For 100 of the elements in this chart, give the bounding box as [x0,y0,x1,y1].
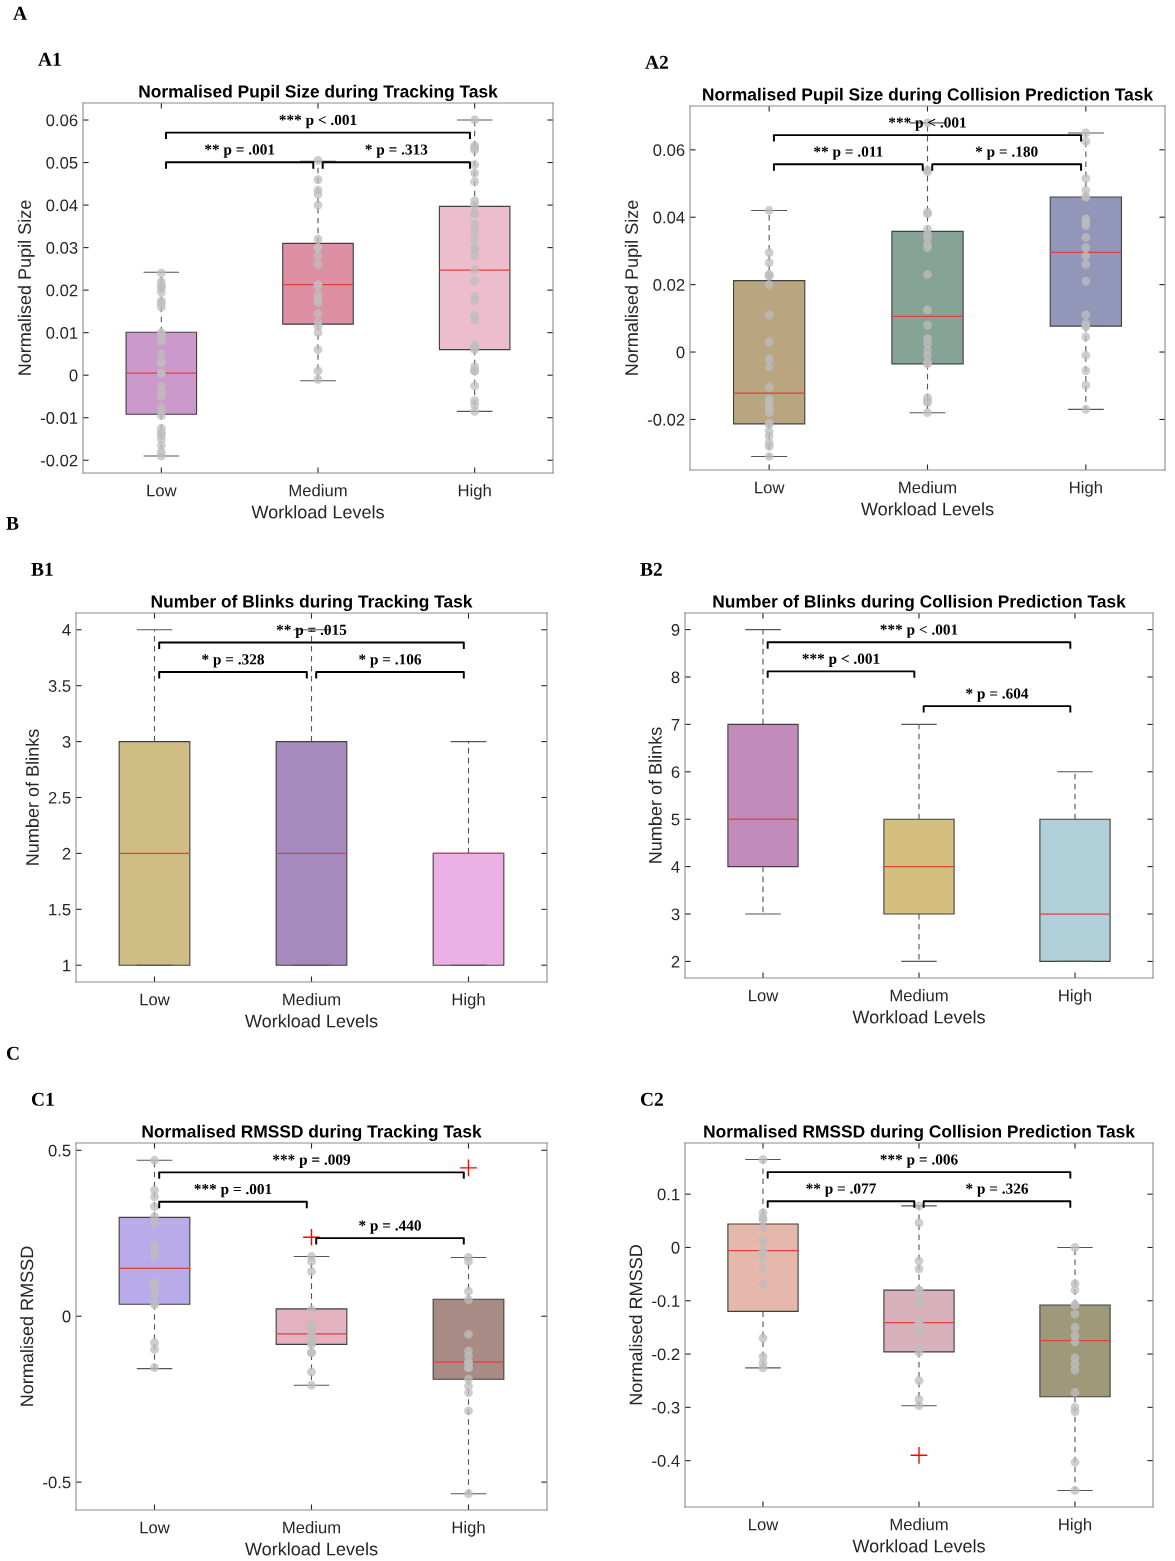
y-axis-title: Normalised Pupil Size [17,200,35,375]
annotation: * p = .180 [975,146,1038,160]
x-tick-label: Medium [890,989,948,1002]
y-axis-title: Normalised Pupil Size [624,200,642,375]
y-tick-label: 0 [676,346,685,359]
y-tick-label: -0.4 [652,1455,680,1467]
y-axis-title: Number of Blinks [25,729,39,865]
annotation: *** p = .001 [194,1183,272,1198]
y-tick-label: 4 [62,624,71,636]
x-axis-title: Workload Levels [852,1539,985,1553]
chart-title: Normalised RMSSD during Collision Prediction Task [704,1124,1135,1142]
x-tick-label: High [452,1521,485,1537]
x-tick-label: High [1059,989,1092,1005]
annotation: ** p = .011 [814,146,883,160]
text: B1 [31,562,53,576]
annotation: * p = .106 [359,654,422,668]
y-axis-title: Normalised RMSSD [20,1246,34,1406]
chart-title: Number of Blinks during Tracking Task [151,594,473,612]
y-tick-label: 3 [671,908,680,921]
x-tick-label: Medium [283,993,341,1006]
x-tick-label: Medium [283,1521,341,1534]
annotation: *** p < .001 [802,653,880,668]
x-tick-label: High [458,484,491,500]
y-tick-label: 0 [69,369,78,382]
y-tick-label: 6 [671,766,680,778]
x-tick-label: Low [147,484,177,497]
annotation: *** p = .009 [272,1154,351,1168]
y-axis-title: Normalised RMSSD [629,1245,643,1405]
annotation: ** p = .077 [806,1183,876,1197]
y-tick-label: 0 [62,1310,71,1323]
chart-title: Normalised RMSSD during Tracking Task [142,1124,482,1142]
y-tick-label: 4 [671,861,680,873]
y-tick-label: 0.05 [46,156,78,169]
y-tick-label: 0.01 [46,327,78,339]
y-tick-label: 0.06 [653,144,685,157]
y-tick-label: 3 [62,735,71,748]
y-tick-label: 0.02 [653,279,685,291]
chart-title: Number of Blinks during Collision Prediction Task [713,594,1126,612]
chart-title: Normalised Pupil Size during Collision Prediction Task [703,87,1154,105]
x-axis-title: Workload Levels [245,1542,378,1556]
y-tick-label: 0.02 [46,284,78,297]
annotation: * p = .328 [202,654,265,668]
y-tick-label: -0.02 [40,454,78,467]
annotation: *** p < .001 [888,117,966,131]
y-tick-label: 0.1 [657,1188,680,1201]
chart-title: Normalised Pupil Size during Tracking Task [139,84,498,102]
y-tick-label: -0.02 [647,413,685,426]
text: A [13,6,27,20]
y-tick-label: 9 [671,623,680,636]
x-tick-label: Low [749,989,779,1002]
x-tick-label: Low [140,993,170,1006]
annotation: ** p = .015 [276,624,347,639]
y-tick-label: 1.5 [49,903,71,916]
x-tick-label: Medium [289,484,347,497]
annotation: *** p = .006 [880,1154,958,1168]
annotation: * p = .326 [966,1183,1029,1197]
y-tick-label: -0.1 [652,1295,680,1307]
annotation: ** p = .001 [204,144,275,158]
text: C [6,1046,19,1060]
y-tick-label: -0.3 [652,1401,680,1414]
y-tick-label: -0.01 [40,412,78,424]
x-tick-label: Low [755,481,785,494]
annotation: * p = .604 [966,688,1029,702]
y-tick-label: 7 [671,718,680,731]
y-tick-label: -0.2 [652,1348,680,1361]
y-tick-label: 2 [671,955,680,968]
x-tick-label: Medium [890,1518,948,1531]
y-tick-label: 0 [671,1241,680,1254]
x-axis-title: Workload Levels [852,1010,985,1024]
y-tick-label: 1 [63,959,71,972]
y-tick-label: 2 [62,847,71,860]
x-tick-label: High [452,993,485,1009]
text: C1 [31,1092,54,1106]
y-tick-label: 3.5 [48,680,71,692]
y-tick-label: 0.03 [46,242,78,254]
x-tick-label: Low [749,1518,779,1531]
x-tick-label: High [1070,481,1102,497]
x-tick-label: Low [140,1521,170,1534]
x-tick-label: Medium [899,481,957,494]
text: A1 [38,52,61,66]
annotation: *** p < .001 [279,114,357,129]
x-tick-label: High [1059,1518,1092,1534]
y-tick-label: 0.06 [46,114,78,127]
annotation: *** p < .001 [880,624,958,638]
y-tick-label: 0.5 [48,1144,71,1157]
text: B2 [640,562,662,576]
y-tick-label: 5 [671,813,680,826]
text: B [6,516,19,530]
text: C2 [640,1092,663,1106]
annotation: * p = .313 [365,144,428,158]
y-tick-label: 0.04 [46,199,78,212]
y-tick-label: 8 [671,671,680,684]
y-tick-label: 2.5 [48,791,71,804]
annotation: * p = .440 [359,1220,421,1234]
y-tick-label: 0.04 [653,211,685,224]
x-axis-title: Workload Levels [251,505,384,519]
x-axis-title: Workload Levels [245,1014,378,1028]
y-tick-label: -0.5 [43,1476,71,1489]
text: A2 [645,55,668,69]
y-axis-title: Number of Blinks [648,727,662,863]
